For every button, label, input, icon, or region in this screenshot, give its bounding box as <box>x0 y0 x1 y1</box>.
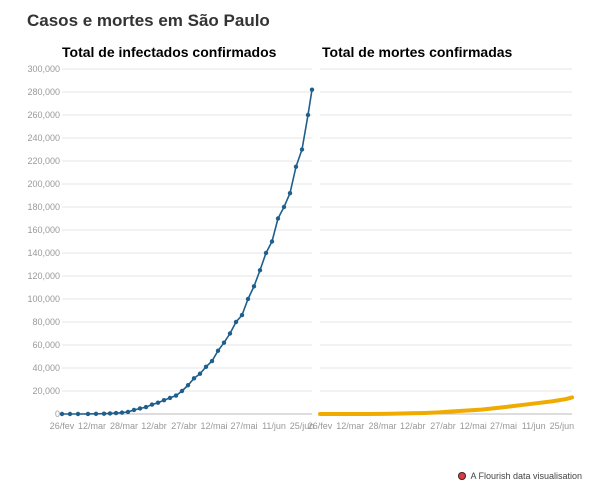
page-title: Casos e mortes em São Paulo <box>27 11 270 30</box>
x-tick-label-deaths: 26/fev <box>308 421 333 431</box>
x-tick-label-deaths: 12/abr <box>400 421 426 431</box>
y-tick-label: 80,000 <box>32 317 60 327</box>
data-point-infected <box>293 164 299 169</box>
y-tick-label: 180,000 <box>27 202 60 212</box>
data-point-infected <box>173 393 179 398</box>
data-point-infected <box>257 268 263 273</box>
credit-text: A Flourish data visualisation <box>470 471 582 481</box>
chart-title-deaths: Total de mortes confirmadas <box>322 44 513 60</box>
x-tick-label-deaths: 27/abr <box>430 421 456 431</box>
data-point-infected <box>85 411 91 417</box>
data-point-infected <box>75 411 81 417</box>
data-point-infected <box>299 147 305 152</box>
data-point-infected <box>287 191 293 196</box>
y-tick-label: 40,000 <box>32 363 60 373</box>
data-point-infected <box>161 398 167 403</box>
data-point-infected <box>113 410 119 416</box>
y-tick-label: 160,000 <box>27 225 60 235</box>
flourish-logo-icon <box>458 472 467 480</box>
data-point-infected <box>167 395 173 401</box>
x-tick-label-infected: 12/abr <box>141 421 167 431</box>
data-point-infected <box>155 400 161 405</box>
y-tick-label: 280,000 <box>27 87 60 97</box>
data-point-infected <box>119 410 125 415</box>
data-point-infected <box>143 404 149 410</box>
y-tick-label: 240,000 <box>27 133 60 143</box>
x-tick-label-infected: 25/jun <box>290 421 315 431</box>
x-tick-label-deaths: 27/mai <box>490 421 517 431</box>
y-tick-label: 140,000 <box>27 248 60 258</box>
x-tick-label-infected: 12/mar <box>78 421 106 431</box>
x-tick-label-infected: 28/mar <box>110 421 138 431</box>
y-tick-label: 100,000 <box>27 294 60 304</box>
y-tick-label: 200,000 <box>27 179 60 189</box>
data-point-infected <box>179 388 185 394</box>
x-tick-label-infected: 27/abr <box>171 421 197 431</box>
data-point-infected <box>191 376 197 381</box>
x-tick-label-deaths: 25/jun <box>550 421 575 431</box>
data-point-infected <box>275 216 281 221</box>
x-tick-label-deaths: 28/mar <box>368 421 396 431</box>
data-point-infected <box>149 402 155 407</box>
data-point-infected <box>125 409 131 415</box>
flourish-credit[interactable]: A Flourish data visualisation <box>458 471 582 481</box>
y-tick-label: 0 <box>55 409 60 419</box>
data-point-infected <box>269 239 275 244</box>
data-point-infected <box>305 112 311 118</box>
data-point-infected <box>227 331 233 336</box>
data-point-infected <box>215 348 221 353</box>
x-tick-label-deaths: 11/jun <box>522 421 546 431</box>
data-point-infected <box>131 407 137 413</box>
data-point-infected <box>251 284 257 289</box>
data-point-infected <box>239 312 245 318</box>
chart-title-infected: Total de infectados confirmados <box>62 44 277 60</box>
data-point-infected <box>233 319 239 325</box>
data-point-infected <box>263 250 269 256</box>
x-tick-label-deaths: 12/mar <box>336 421 364 431</box>
data-point-infected <box>107 411 113 416</box>
series-line-deaths <box>318 395 574 416</box>
y-tick-label: 60,000 <box>32 340 60 350</box>
data-point-infected <box>209 358 215 364</box>
x-tick-label-infected: 11/jun <box>262 421 286 431</box>
data-point-infected <box>137 406 143 411</box>
y-tick-label: 220,000 <box>27 156 60 166</box>
y-tick-label: 120,000 <box>27 271 60 281</box>
x-tick-label-infected: 12/mai <box>200 421 227 431</box>
x-tick-label-deaths: 12/mai <box>460 421 487 431</box>
data-point-infected <box>281 204 287 210</box>
data-point-infected <box>221 340 227 345</box>
x-tick-label-infected: 27/mai <box>230 421 257 431</box>
data-point-infected <box>197 371 203 376</box>
data-point-infected <box>203 364 209 370</box>
x-tick-label-infected: 26/fev <box>50 421 75 431</box>
data-point-infected <box>245 296 251 302</box>
data-point-infected <box>309 87 315 92</box>
y-tick-label: 260,000 <box>27 110 60 120</box>
data-point-infected <box>67 411 73 417</box>
y-tick-label: 20,000 <box>32 386 60 396</box>
data-point-infected <box>59 411 65 417</box>
y-tick-label: 300,000 <box>27 64 60 74</box>
data-point-infected <box>185 383 191 388</box>
data-point-infected <box>93 411 99 417</box>
data-point-infected <box>101 411 107 416</box>
